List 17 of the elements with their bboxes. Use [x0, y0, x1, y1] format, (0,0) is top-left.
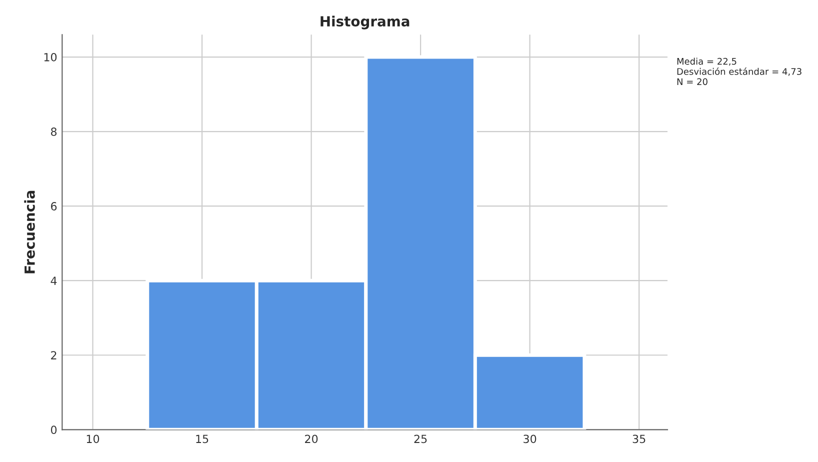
- chart-title: Histograma: [320, 16, 410, 30]
- x-tick-label: 30: [524, 434, 536, 444]
- y-axis-title: Frecuencia: [24, 190, 35, 274]
- x-tick-label: 35: [632, 434, 646, 444]
- y-tick-label: 0: [50, 426, 57, 434]
- y-tick-label: 10: [44, 52, 57, 62]
- text: N = 20: [677, 78, 708, 86]
- y-tick-label: 6: [51, 202, 57, 210]
- y-tick-label: 8: [50, 128, 57, 136]
- text: Desviación estándar = 4,73: [677, 68, 802, 76]
- y-tick-label: 4: [50, 276, 57, 285]
- x-tick-label: 15: [196, 434, 208, 444]
- x-tick-label: 10: [86, 434, 100, 444]
- y-tick-label: 2: [51, 351, 56, 360]
- x-tick-label: 25: [414, 434, 427, 444]
- text: Media = 22,5: [677, 58, 736, 66]
- x-tick-label: 20: [305, 434, 318, 444]
